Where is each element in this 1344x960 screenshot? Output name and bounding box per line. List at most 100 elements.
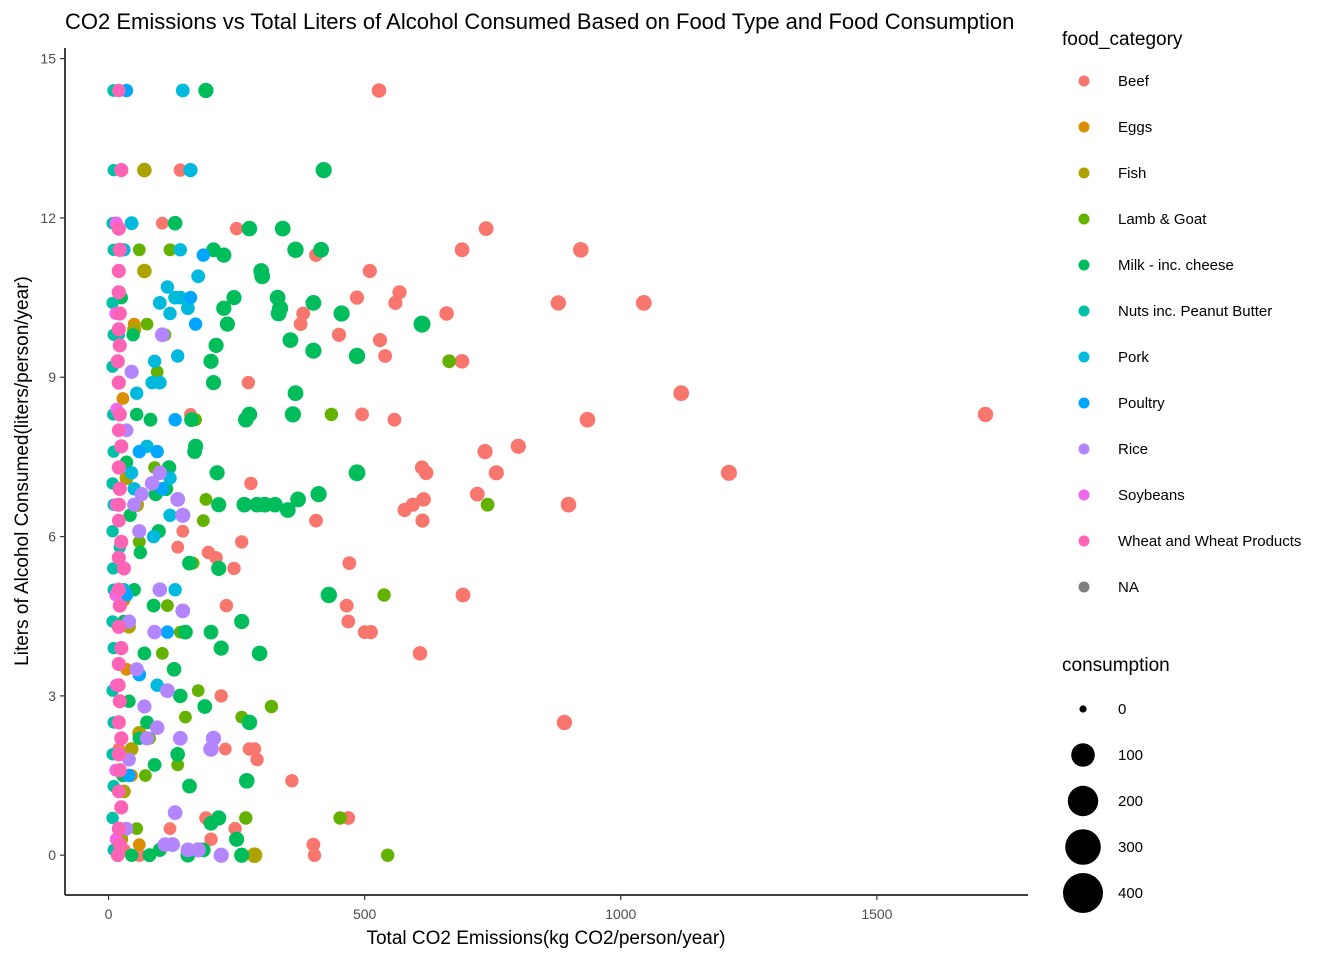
data-point — [171, 540, 185, 554]
data-point — [139, 731, 155, 746]
data-point — [510, 438, 526, 454]
data-point — [293, 317, 308, 331]
data-point — [144, 476, 160, 491]
data-point — [977, 406, 994, 423]
data-point — [253, 263, 270, 279]
data-point — [112, 338, 127, 353]
legend-key — [1078, 305, 1090, 317]
data-point — [112, 242, 127, 257]
data-point — [139, 769, 152, 782]
data-point — [198, 82, 214, 99]
data-point — [129, 662, 144, 677]
data-point — [213, 847, 229, 863]
size-legend-key — [1063, 873, 1103, 913]
data-point — [241, 220, 258, 237]
data-point — [378, 349, 392, 363]
data-point — [306, 837, 321, 852]
data-point — [132, 444, 146, 459]
data-point — [147, 758, 162, 772]
size-legend-key — [1065, 829, 1101, 865]
data-point — [673, 385, 690, 402]
data-point — [270, 305, 287, 322]
data-point — [249, 496, 265, 513]
data-point — [203, 353, 219, 369]
data-point — [132, 243, 146, 257]
data-point — [140, 317, 154, 331]
data-point — [111, 550, 126, 565]
data-point — [199, 493, 213, 506]
legend-label: Poultry — [1118, 395, 1165, 412]
data-point — [250, 752, 264, 767]
data-point — [213, 640, 229, 656]
data-point — [116, 392, 130, 405]
data-point — [111, 678, 126, 693]
data-point — [137, 699, 152, 714]
y-tick-label: 15 — [40, 51, 56, 67]
data-point — [579, 411, 596, 428]
data-point — [372, 333, 388, 348]
data-point — [183, 163, 198, 178]
data-point — [116, 561, 131, 576]
legend-key — [1078, 351, 1090, 363]
data-point — [163, 306, 177, 321]
data-point — [197, 699, 213, 714]
legend-key — [1078, 121, 1090, 133]
data-point — [480, 497, 495, 512]
data-point — [203, 815, 219, 831]
data-point — [251, 645, 268, 662]
data-point — [111, 656, 126, 672]
data-point — [182, 778, 197, 794]
data-point — [355, 407, 369, 422]
data-point — [114, 534, 129, 550]
data-point — [341, 614, 356, 629]
data-point — [208, 337, 224, 353]
color-legend: food_category Beef Eggs Fish Lamb & Goat Mil… — [1062, 29, 1301, 596]
data-point — [114, 641, 129, 656]
plot-area: 0 500 1000 1500 0 3 6 9 12 15 — [40, 48, 1028, 922]
legend-key — [1078, 75, 1090, 87]
data-point — [242, 742, 257, 756]
data-point — [205, 730, 222, 746]
data-point — [112, 83, 126, 98]
data-point — [201, 545, 216, 560]
data-point — [244, 476, 258, 491]
x-tick-label: 1000 — [605, 906, 636, 922]
data-point — [203, 624, 219, 640]
data-point — [241, 375, 256, 390]
size-legend-label: 0 — [1118, 701, 1126, 718]
data-point — [229, 221, 244, 236]
data-point — [123, 508, 137, 522]
data-point — [211, 560, 227, 577]
data-point — [320, 586, 337, 604]
data-point — [414, 460, 430, 475]
data-point — [111, 513, 126, 528]
data-point — [173, 243, 187, 257]
data-point — [170, 747, 185, 762]
y-tick-label: 0 — [48, 847, 56, 863]
data-point — [560, 496, 577, 513]
data-point — [110, 354, 125, 369]
data-point — [387, 412, 402, 427]
data-point — [556, 714, 573, 731]
x-tick-label: 0 — [105, 906, 113, 922]
data-point — [107, 562, 120, 575]
data-point — [219, 598, 234, 613]
data-point — [175, 603, 191, 619]
data-point — [163, 243, 177, 257]
data-point — [149, 720, 165, 735]
data-point — [381, 848, 395, 862]
data-point — [204, 832, 218, 846]
data-point — [124, 216, 139, 231]
data-point — [188, 317, 203, 331]
data-point — [124, 742, 139, 756]
data-point — [305, 342, 322, 359]
data-point — [333, 305, 350, 322]
data-point — [246, 847, 263, 863]
data-point — [239, 773, 255, 789]
size-legend-key — [1067, 785, 1099, 817]
data-point — [111, 263, 126, 279]
data-point — [112, 763, 127, 778]
data-point — [124, 466, 139, 480]
legend-label: Wheat and Wheat Products — [1118, 533, 1301, 550]
